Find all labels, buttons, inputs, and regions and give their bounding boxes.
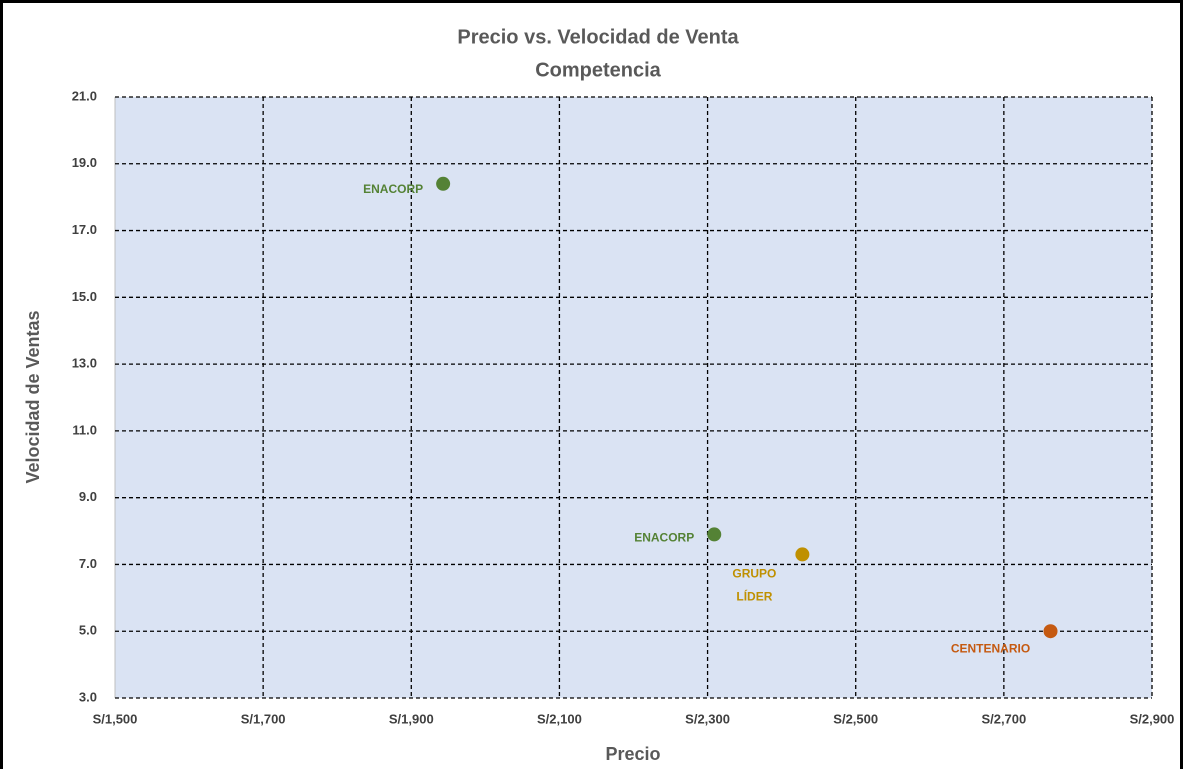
point-label: ENACORP (363, 182, 423, 196)
plot-area (115, 97, 1152, 698)
y-tick-label: 9.0 (79, 489, 97, 504)
y-axis-title: Velocidad de Ventas (23, 310, 43, 483)
point (436, 176, 451, 191)
y-tick-label: 5.0 (79, 623, 97, 638)
point (707, 527, 722, 542)
y-tick-label: 17.0 (72, 222, 97, 237)
point (795, 547, 810, 562)
x-tick-label: S/2,700 (981, 711, 1026, 726)
y-tick-label: 15.0 (72, 289, 97, 304)
y-tick-label: 7.0 (79, 556, 97, 571)
x-tick-label: S/2,300 (685, 711, 730, 726)
y-tick-label: 19.0 (72, 155, 97, 170)
x-tick-label: S/2,900 (1130, 711, 1175, 726)
point-label: CENTENARIO (951, 641, 1030, 655)
y-tick-label: 3.0 (79, 689, 97, 704)
point (1043, 624, 1058, 639)
x-tick-label: S/2,100 (537, 711, 582, 726)
chart-subtitle: Competencia (535, 59, 661, 81)
point-label: GRUPO LÍDER (732, 567, 776, 604)
point-label: ENACORP (634, 531, 694, 545)
x-tick-label: S/1,900 (389, 711, 434, 726)
x-tick-label: S/1,500 (93, 711, 138, 726)
chart-title: Precio vs. Velocidad de Venta (457, 26, 739, 48)
x-tick-label: S/1,700 (241, 711, 286, 726)
x-tick-label: S/2,500 (833, 711, 878, 726)
y-tick-label: 21.0 (72, 88, 97, 103)
y-tick-label: 11.0 (72, 422, 97, 437)
x-axis-title: Precio (605, 744, 660, 764)
y-tick-label: 13.0 (72, 356, 97, 371)
